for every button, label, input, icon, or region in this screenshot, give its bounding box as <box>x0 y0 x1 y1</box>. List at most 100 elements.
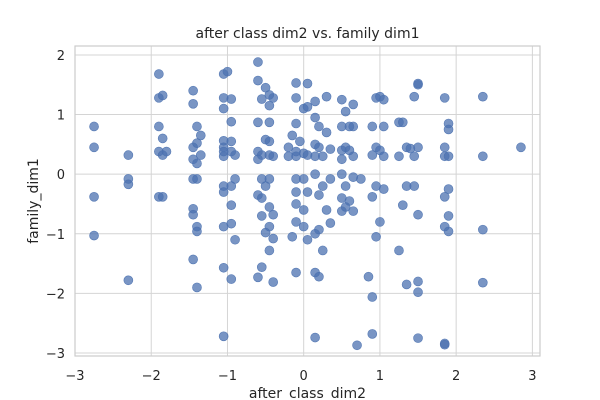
data-point <box>195 150 206 160</box>
data-point <box>298 221 309 232</box>
data-point <box>287 231 298 242</box>
data-point <box>401 279 412 290</box>
data-point <box>222 66 233 77</box>
data-point <box>89 230 99 241</box>
data-point <box>348 151 359 162</box>
data-point <box>188 99 198 109</box>
x-tick-label: 2 <box>452 369 460 384</box>
data-point <box>192 174 202 184</box>
data-point <box>188 142 198 153</box>
y-axis-label: family_dim1 <box>26 158 42 244</box>
data-point <box>413 209 423 220</box>
data-point <box>314 142 324 153</box>
data-point <box>317 151 328 162</box>
data-point <box>516 142 526 153</box>
data-point <box>413 287 423 298</box>
data-point <box>218 262 229 273</box>
data-point <box>260 227 271 238</box>
data-point <box>439 151 450 162</box>
data-point <box>253 117 263 128</box>
data-point <box>188 209 198 220</box>
x-tick-label: −3 <box>65 369 84 384</box>
data-point <box>443 184 454 194</box>
data-point <box>256 211 267 221</box>
data-point <box>348 206 359 216</box>
data-point <box>443 226 454 237</box>
data-point <box>371 231 381 242</box>
data-point <box>192 158 202 169</box>
data-point <box>157 192 168 202</box>
data-point <box>226 136 237 147</box>
data-point <box>310 228 320 239</box>
data-point <box>317 245 328 256</box>
data-point <box>352 340 362 351</box>
data-point <box>161 146 172 157</box>
data-point <box>268 277 278 287</box>
data-point <box>310 169 320 179</box>
data-point <box>337 206 347 216</box>
plot-frame <box>74 45 541 357</box>
data-point <box>291 78 301 88</box>
data-point <box>264 117 275 128</box>
x-tick-label: −1 <box>218 369 237 384</box>
data-point <box>192 121 202 132</box>
tick-labels: −3 −2 −1 0 1 2 3 −3 −2 −1 0 1 2 <box>46 49 537 384</box>
data-point <box>195 130 206 141</box>
data-point <box>253 57 263 67</box>
data-point <box>394 151 404 162</box>
data-point <box>218 103 229 114</box>
data-point <box>439 142 450 153</box>
data-point <box>314 190 324 200</box>
data-point <box>264 100 275 111</box>
data-point <box>413 78 423 89</box>
data-point <box>409 151 420 162</box>
data-point <box>375 217 385 227</box>
data-point <box>268 209 278 220</box>
x-tick-label: 0 <box>300 369 308 384</box>
data-point <box>253 75 263 86</box>
data-point <box>478 224 488 235</box>
data-point <box>321 91 332 102</box>
data-point <box>340 181 351 191</box>
data-point <box>291 187 301 197</box>
data-point <box>226 94 237 104</box>
data-point <box>291 267 301 278</box>
data-point <box>256 94 267 104</box>
data-point <box>256 193 267 203</box>
data-point <box>230 150 240 160</box>
data-point <box>439 192 450 202</box>
x-axis-label: after_class_dim2 <box>249 386 366 400</box>
x-tick-label: 3 <box>528 369 536 384</box>
data-point <box>89 192 99 202</box>
data-point <box>230 174 240 184</box>
data-point <box>337 169 347 179</box>
data-point <box>302 102 313 112</box>
data-point <box>367 329 378 339</box>
data-point <box>378 184 389 194</box>
data-point <box>291 199 301 209</box>
data-point <box>478 151 488 162</box>
data-point <box>302 234 313 245</box>
data-point <box>218 331 229 342</box>
data-points <box>89 57 526 351</box>
data-point <box>317 181 328 191</box>
data-point <box>291 151 301 162</box>
data-point <box>253 154 263 165</box>
data-point <box>314 121 324 132</box>
data-point <box>363 271 374 282</box>
y-tick-label: 1 <box>57 109 65 124</box>
data-point <box>478 91 488 102</box>
data-point <box>310 112 320 123</box>
data-point <box>226 116 237 127</box>
data-point <box>256 262 267 272</box>
data-point <box>89 142 99 153</box>
data-point <box>123 275 134 286</box>
data-point <box>413 333 423 343</box>
data-point <box>378 121 389 132</box>
data-point <box>291 118 301 129</box>
data-point <box>295 136 305 147</box>
data-point <box>302 78 313 89</box>
data-point <box>123 179 134 190</box>
data-point <box>298 174 309 184</box>
data-point <box>413 142 423 153</box>
